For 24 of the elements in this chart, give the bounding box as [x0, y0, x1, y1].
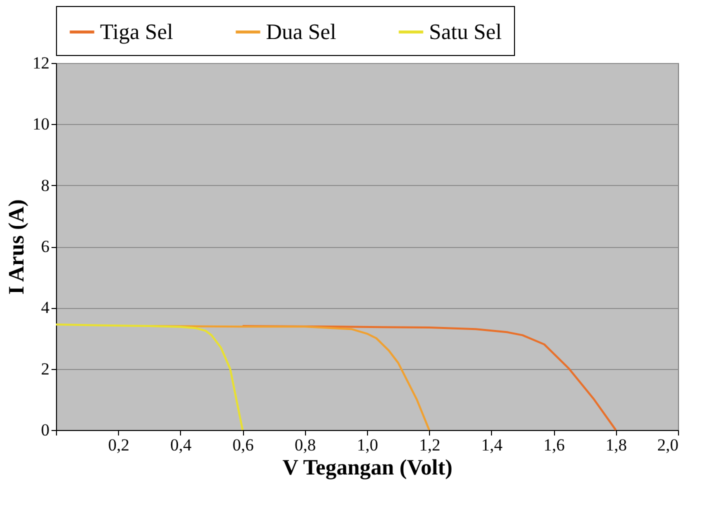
y-axis-title: I Arus (A): [4, 199, 28, 295]
legend-label: Satu Sel: [429, 19, 502, 44]
line-series: [55, 323, 244, 431]
y-tick-label: 2: [41, 359, 50, 378]
y-tick-label: 8: [41, 176, 50, 195]
legend-label: Dua Sel: [266, 19, 336, 44]
legend-label: Tiga Sel: [100, 19, 174, 44]
y-tick-label: 6: [41, 237, 50, 256]
x-tick-label: 0,2: [108, 436, 130, 454]
y-tick-label: 10: [32, 114, 50, 134]
x-axis-title: V Tegangan (Volt): [282, 454, 452, 480]
x-tick-label: 0,6: [232, 436, 254, 454]
x-tick-label: 1,0: [356, 436, 378, 454]
y-tick-label: 12: [32, 54, 50, 72]
x-tick-label: 1,8: [606, 436, 627, 454]
x-tick-label: 1,4: [481, 436, 504, 454]
x-tick-label: 2,0: [657, 436, 678, 454]
line-series: [242, 325, 617, 431]
x-tick-label: 1,6: [543, 436, 565, 454]
y-tick-label: 4: [41, 298, 50, 318]
x-tick-label: 0,8: [294, 436, 316, 454]
x-tick-label: 0,4: [170, 436, 192, 454]
x-tick-label: 1,2: [419, 436, 440, 454]
y-tick-label: 0: [41, 420, 50, 440]
